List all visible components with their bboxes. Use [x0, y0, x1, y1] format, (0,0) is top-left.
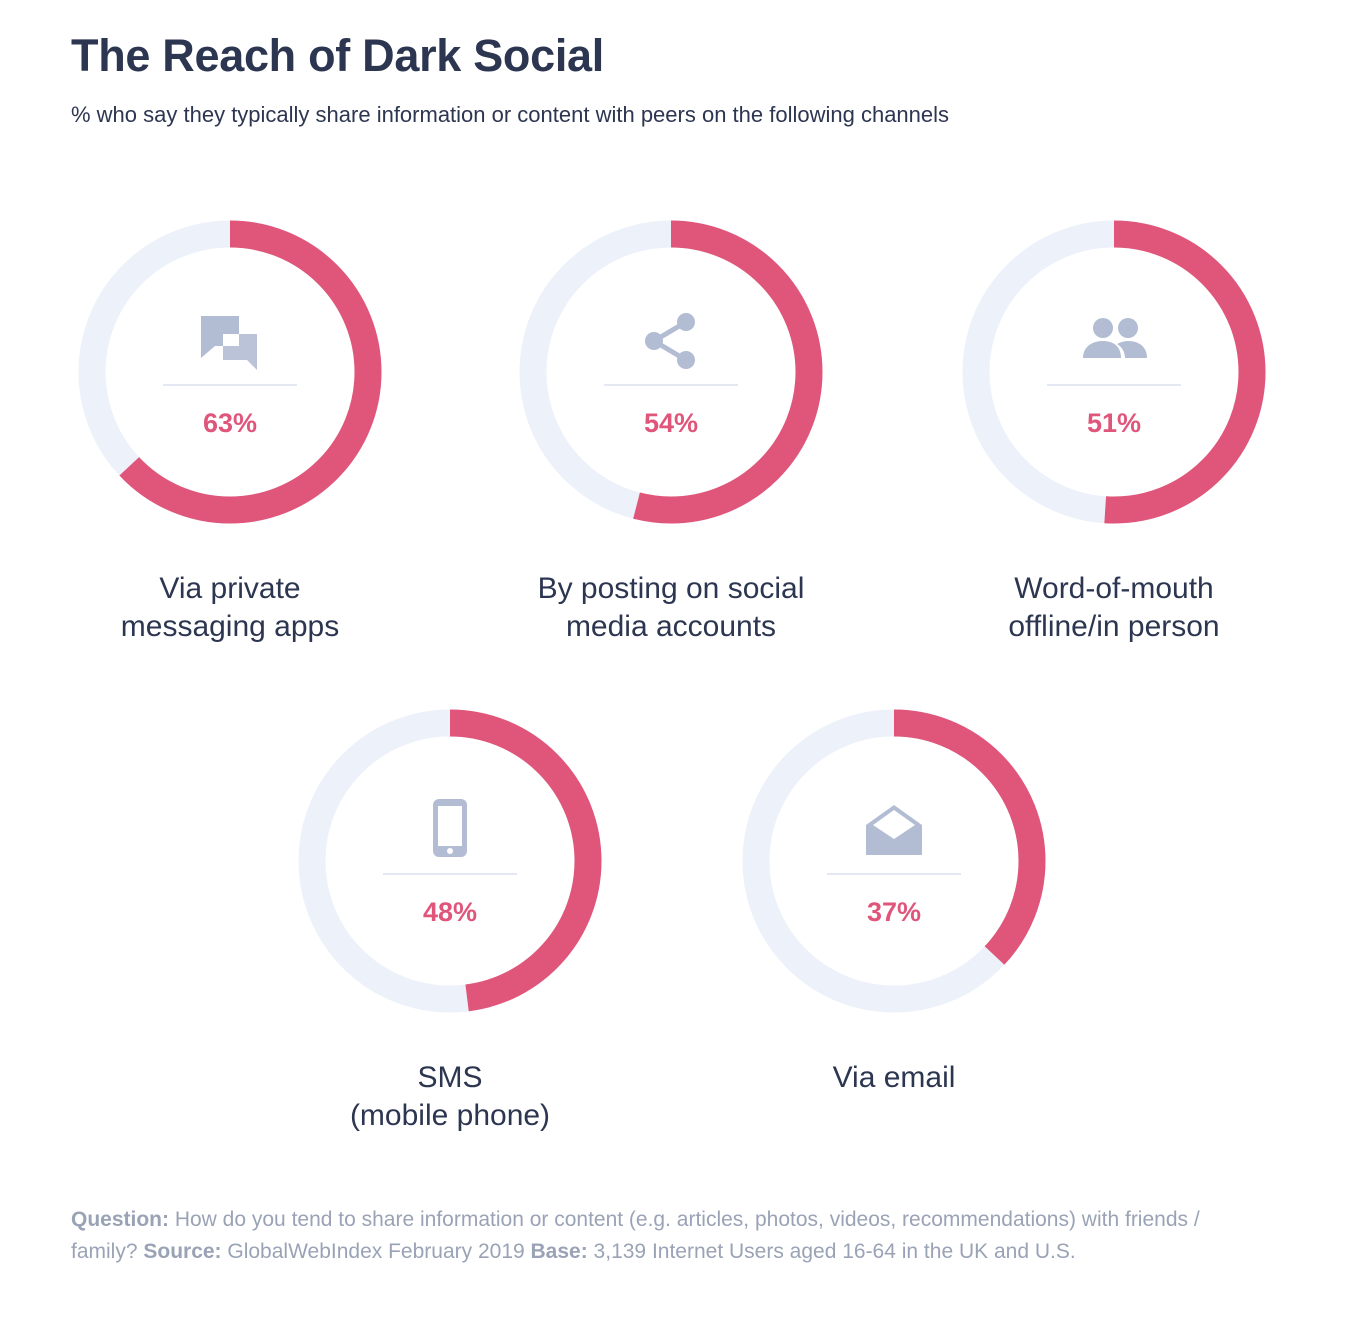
question-label: Question: — [71, 1208, 169, 1231]
donut-progress-arc — [519, 220, 823, 524]
base-text: 3,139 Internet Users aged 16-64 in the U… — [587, 1240, 1076, 1263]
donut-progress-arc — [962, 220, 1266, 524]
donut-card-social-media: 54% By posting on social media accounts — [511, 220, 831, 680]
people-icon — [1083, 318, 1147, 358]
donut-progress-arc — [78, 220, 382, 524]
donut-progress-arc — [298, 709, 602, 1013]
channel-label-line: SMS — [417, 1061, 483, 1094]
donut-card-private-messaging: 63% Via private messaging apps — [70, 220, 390, 680]
channel-label: Via email — [734, 1059, 1054, 1097]
percentage-label: 63% — [202, 408, 258, 438]
percentage-label: 37% — [866, 897, 922, 927]
mobile-phone-icon — [433, 799, 467, 857]
donut-divider — [1047, 384, 1181, 386]
share-icon — [645, 313, 695, 369]
channel-label-line: Word-of-mouth — [1014, 572, 1214, 605]
donut-ring — [962, 220, 1266, 524]
donut-divider — [604, 384, 738, 386]
percentage-label: 51% — [1086, 408, 1142, 438]
channel-label-line: By posting on social — [537, 572, 805, 605]
envelope-icon — [866, 805, 922, 855]
channel-label-line: Via email — [832, 1061, 956, 1094]
channel-label: SMS (mobile phone) — [290, 1059, 610, 1135]
channel-label-line: messaging apps — [120, 610, 340, 643]
channel-label: Via private messaging apps — [70, 570, 390, 646]
donut-divider — [163, 384, 297, 386]
source-label: Source: — [143, 1240, 222, 1263]
donut-progress-arc — [742, 709, 1046, 1013]
donut-card-email: 37% Via email — [734, 709, 1054, 1169]
chat-bubbles-icon — [201, 316, 257, 370]
channel-label: Word-of-mouth offline/in person — [954, 570, 1274, 646]
percentage-label: 54% — [643, 408, 699, 438]
donut-ring — [298, 709, 602, 1013]
channel-label-line: offline/in person — [1008, 610, 1220, 643]
donut-card-word-of-mouth: 51% Word-of-mouth offline/in person — [954, 220, 1274, 680]
channel-label-line: (mobile phone) — [349, 1099, 551, 1132]
footnote: Question: How do you tend to share infor… — [71, 1204, 1271, 1268]
donut-ring — [78, 220, 382, 524]
donut-ring — [519, 220, 823, 524]
donut-ring — [742, 709, 1046, 1013]
base-label: Base: — [530, 1240, 588, 1263]
channel-label-line: media accounts — [565, 610, 777, 643]
donut-divider — [383, 873, 517, 875]
question-text: How do you tend to share information or … — [71, 1208, 1200, 1263]
donut-card-sms: 48% SMS (mobile phone) — [290, 709, 610, 1169]
channel-label-line: Via private — [159, 572, 301, 605]
donut-divider — [827, 873, 961, 875]
channel-label: By posting on social media accounts — [511, 570, 831, 646]
source-text: GlobalWebIndex February 2019 — [221, 1240, 531, 1263]
percentage-label: 48% — [422, 897, 478, 927]
chart-subtitle: % who say they typically share informati… — [71, 102, 950, 127]
chart-title: The Reach of Dark Social — [71, 30, 604, 81]
